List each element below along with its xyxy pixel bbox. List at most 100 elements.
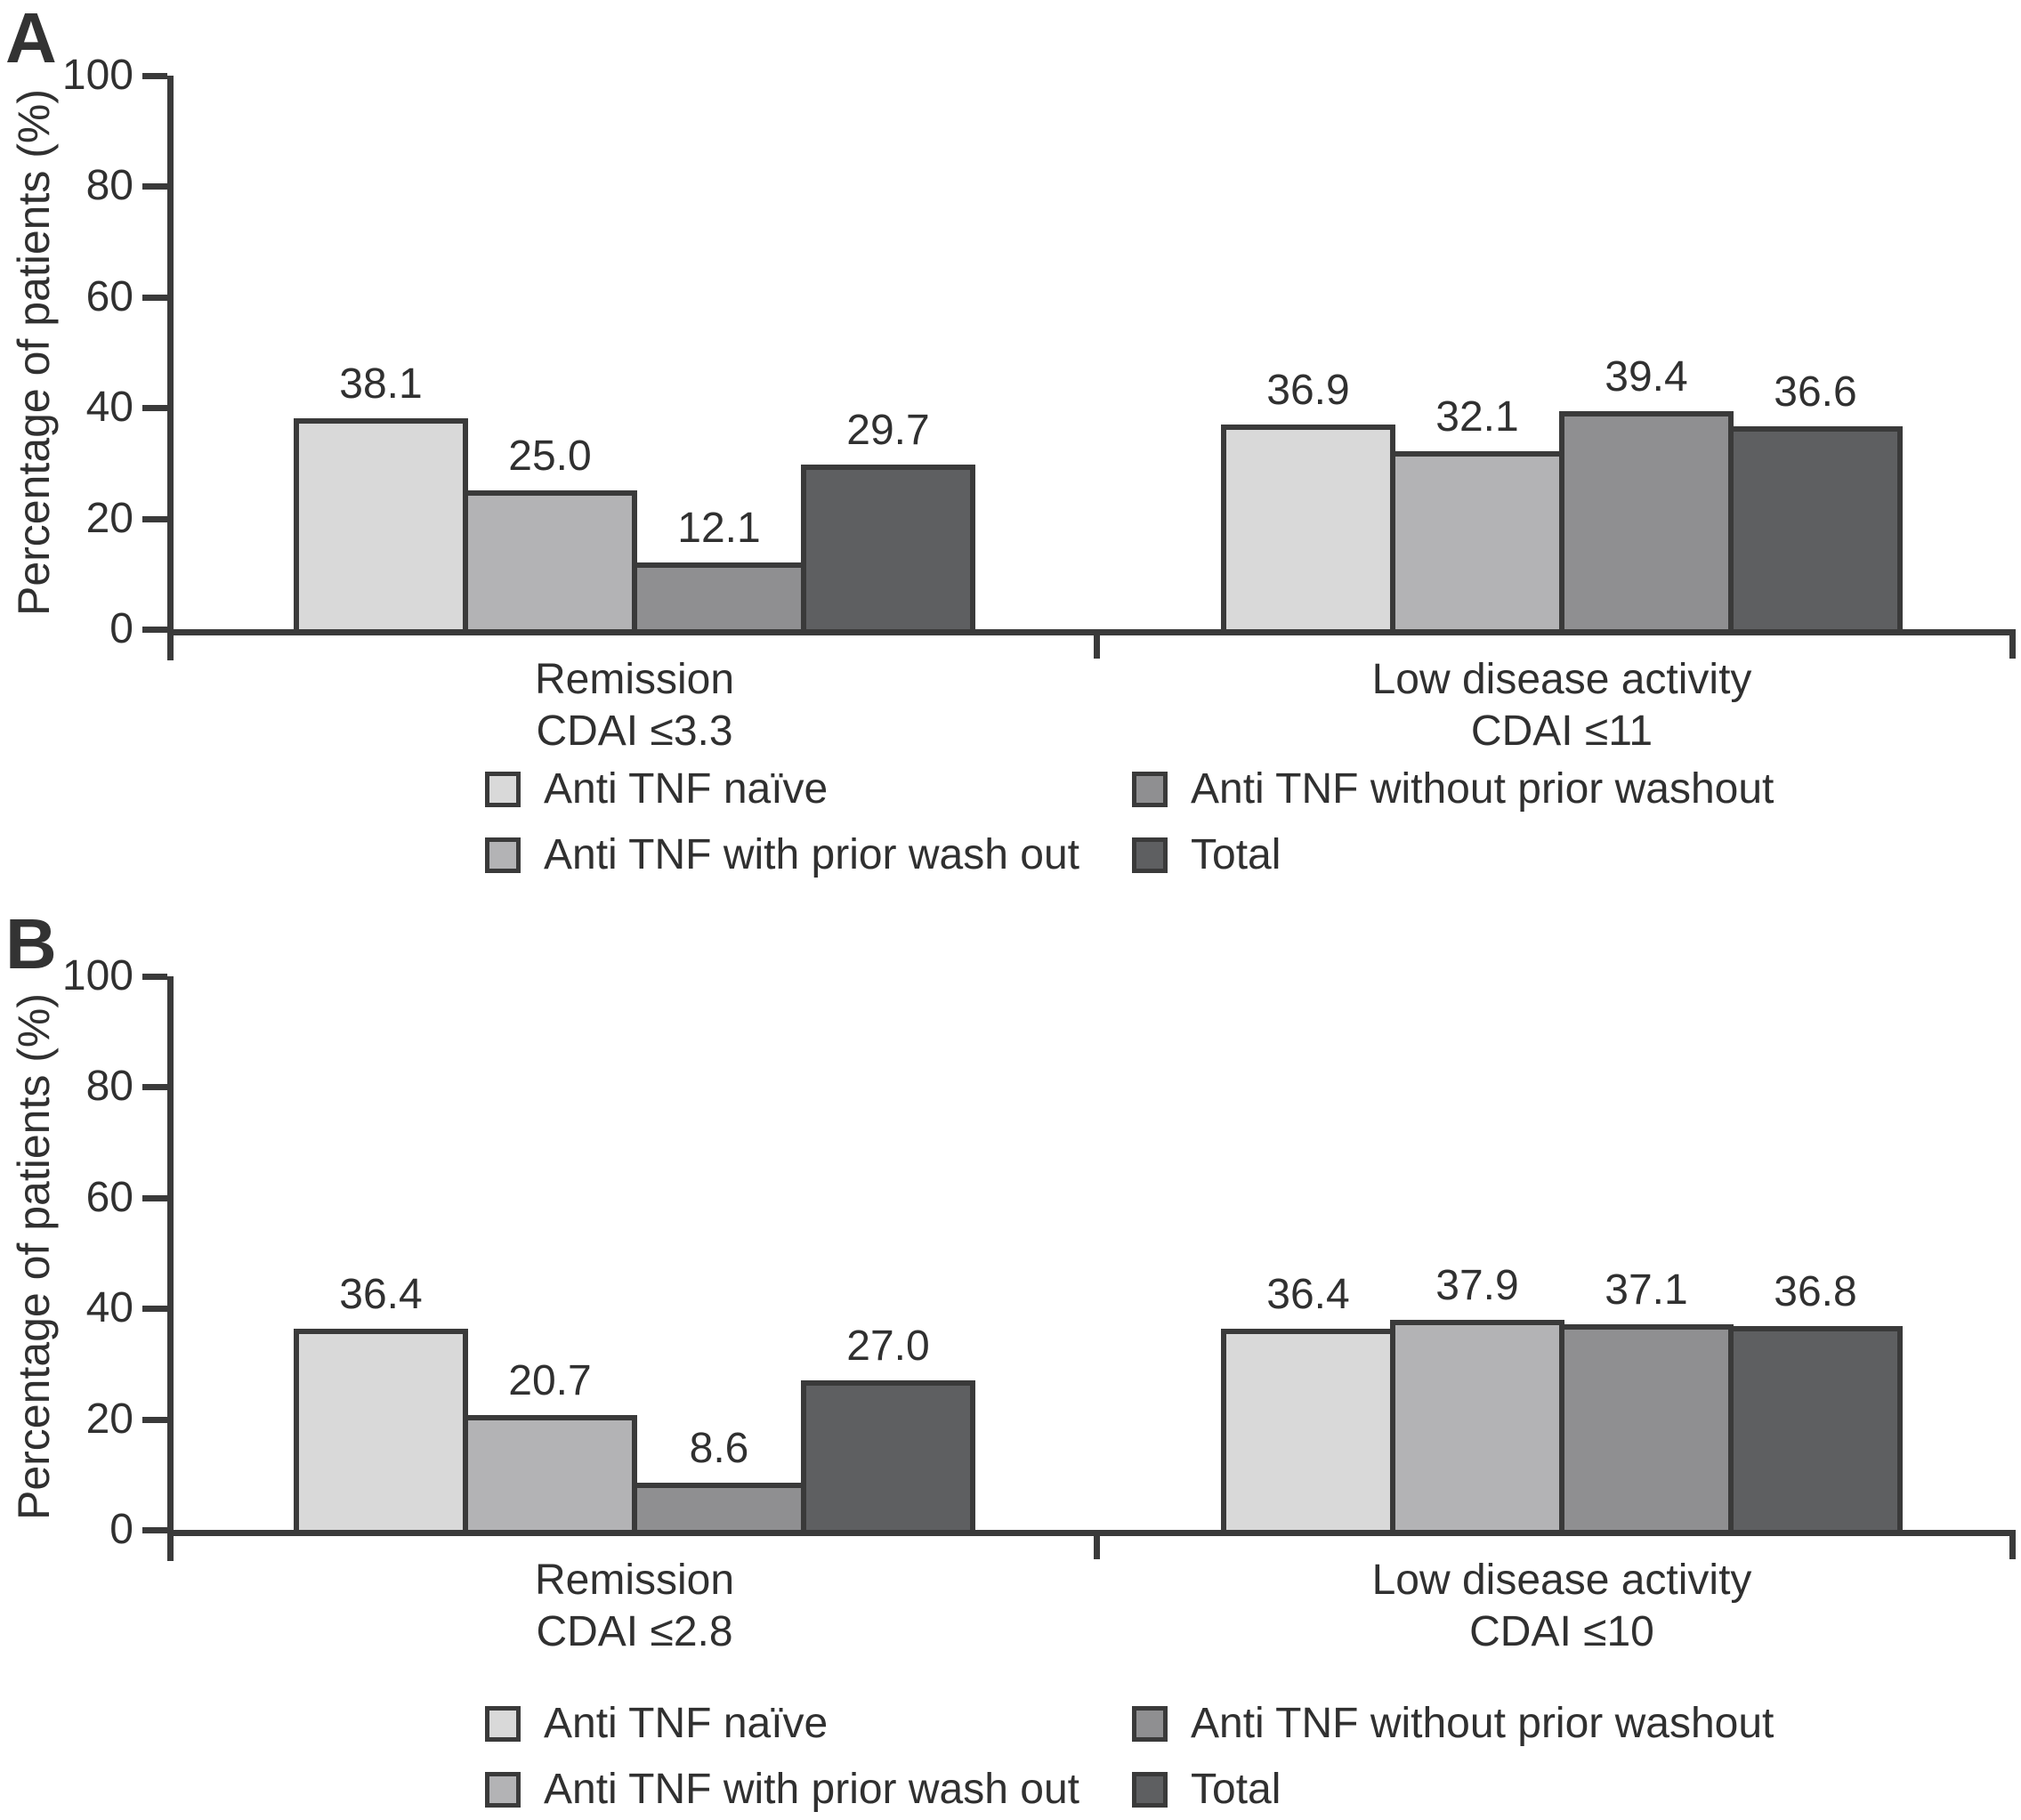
bar [1221, 1329, 1395, 1535]
legend-swatch [485, 837, 521, 873]
panel-a: A Percentage of patients (%) 0 20 40 60 80 10… [0, 0, 2021, 901]
y-tick-mark [142, 183, 167, 190]
y-tick-mark [142, 405, 167, 411]
bar-value-label: 38.1 [339, 360, 423, 408]
panel-a-letter: A [5, 0, 57, 77]
legend-label: Total [1191, 1766, 1281, 1813]
y-tick-mark [142, 73, 167, 79]
legend-swatch [1132, 837, 1168, 873]
legend-label: Anti TNF naïve [544, 765, 829, 813]
y-tick-mark [142, 1417, 167, 1423]
bar-value-label: 36.4 [1266, 1271, 1350, 1318]
bar [294, 418, 468, 635]
y-tick-mark [142, 1084, 167, 1090]
bar-value-label: 37.9 [1435, 1262, 1519, 1309]
y-tick-mark [142, 974, 167, 980]
bar [1728, 1326, 1903, 1535]
category-label: Remission CDAI ≤3.3 [234, 654, 1035, 757]
bar [1559, 411, 1734, 635]
legend-swatch [485, 1772, 521, 1808]
category-label-line2: CDAI ≤11 [1470, 708, 1653, 755]
legend-item: Anti TNF naïve [485, 765, 829, 813]
bar [1221, 425, 1395, 635]
legend-label: Total [1191, 831, 1281, 878]
bar-value-label: 32.1 [1435, 393, 1519, 441]
legend-item: Anti TNF with prior wash out [485, 1766, 1079, 1813]
bar-value-label: 36.8 [1774, 1268, 1857, 1315]
legend-item: Anti TNF without prior washout [1132, 1700, 1774, 1747]
x-axis-line [167, 1530, 2016, 1536]
legend-item: Total [1132, 1766, 1281, 1813]
y-tick-label: 40 [85, 384, 133, 431]
bar-value-label: 36.6 [1774, 368, 1857, 416]
legend-label: Anti TNF naïve [544, 1700, 829, 1747]
legend-item: Total [1132, 831, 1281, 878]
bar [1559, 1324, 1734, 1535]
category-label-line1: Low disease activity [1371, 1557, 1752, 1604]
y-tick-label: 100 [61, 952, 133, 999]
legend-label: Anti TNF without prior washout [1191, 1700, 1774, 1747]
y-tick-label: 0 [109, 605, 133, 652]
y-tick-mark [142, 1306, 167, 1312]
legend-label: Anti TNF without prior washout [1191, 765, 1774, 813]
axis-end-tick [2009, 629, 2016, 659]
category-label-line1: Low disease activity [1371, 656, 1752, 703]
bar [801, 465, 975, 635]
bar [1390, 1320, 1564, 1535]
panel-b: B Percentage of patients (%) 0 20 40 60 80 10… [0, 901, 2021, 1820]
y-tick-label: 60 [85, 273, 133, 320]
bar [294, 1329, 468, 1535]
bar [1728, 426, 1903, 635]
bar-value-label: 36.4 [339, 1271, 423, 1318]
bar-value-label: 36.9 [1266, 367, 1350, 414]
bar-value-label: 25.0 [508, 433, 592, 480]
y-tick-mark [142, 627, 167, 633]
y-axis-line [167, 976, 174, 1561]
legend-swatch [1132, 772, 1168, 807]
category-label-line2: CDAI ≤2.8 [536, 1608, 733, 1655]
y-tick-label: 20 [85, 1395, 133, 1443]
y-tick-label: 80 [85, 162, 133, 209]
legend-swatch [485, 772, 521, 807]
y-tick-label: 80 [85, 1063, 133, 1110]
category-label: Low disease activity CDAI ≤10 [1161, 1555, 1962, 1658]
bar [1390, 451, 1564, 635]
category-label-line1: Remission [534, 656, 735, 703]
legend-swatch [1132, 1706, 1168, 1742]
legend-item: Anti TNF with prior wash out [485, 831, 1079, 878]
y-tick-label: 20 [85, 495, 133, 542]
y-tick-mark [142, 516, 167, 522]
bar-value-label: 39.4 [1605, 353, 1688, 400]
legend-swatch [485, 1706, 521, 1742]
legend-item: Anti TNF without prior washout [1132, 765, 1774, 813]
y-tick-label: 100 [61, 52, 133, 99]
axis-end-tick [2009, 1530, 2016, 1559]
bar-value-label: 37.1 [1605, 1266, 1688, 1314]
bar-value-label: 12.1 [677, 505, 761, 552]
legend-swatch [1132, 1772, 1168, 1808]
category-label-line2: CDAI ≤3.3 [536, 708, 733, 755]
y-axis-line [167, 76, 174, 660]
bar-value-label: 8.6 [689, 1425, 749, 1472]
panel-b-letter: B [5, 904, 57, 983]
category-label-line2: CDAI ≤10 [1469, 1608, 1654, 1655]
bar [801, 1380, 975, 1535]
bar [463, 1415, 637, 1535]
bar-value-label: 20.7 [508, 1357, 592, 1404]
y-tick-label: 40 [85, 1284, 133, 1331]
bar-value-label: 27.0 [846, 1323, 930, 1370]
bar-value-label: 29.7 [846, 407, 930, 454]
category-label: Low disease activity CDAI ≤11 [1161, 654, 1962, 757]
y-tick-mark [142, 1195, 167, 1201]
legend-item: Anti TNF naïve [485, 1700, 829, 1747]
bar [463, 490, 637, 635]
bar [632, 1483, 806, 1535]
category-label-line1: Remission [534, 1557, 735, 1604]
legend-label: Anti TNF with prior wash out [544, 1766, 1079, 1813]
y-tick-label: 60 [85, 1174, 133, 1221]
legend-label: Anti TNF with prior wash out [544, 831, 1079, 878]
category-divider-tick [1094, 1530, 1100, 1559]
y-tick-mark [142, 1527, 167, 1533]
y-tick-label: 0 [109, 1506, 133, 1553]
